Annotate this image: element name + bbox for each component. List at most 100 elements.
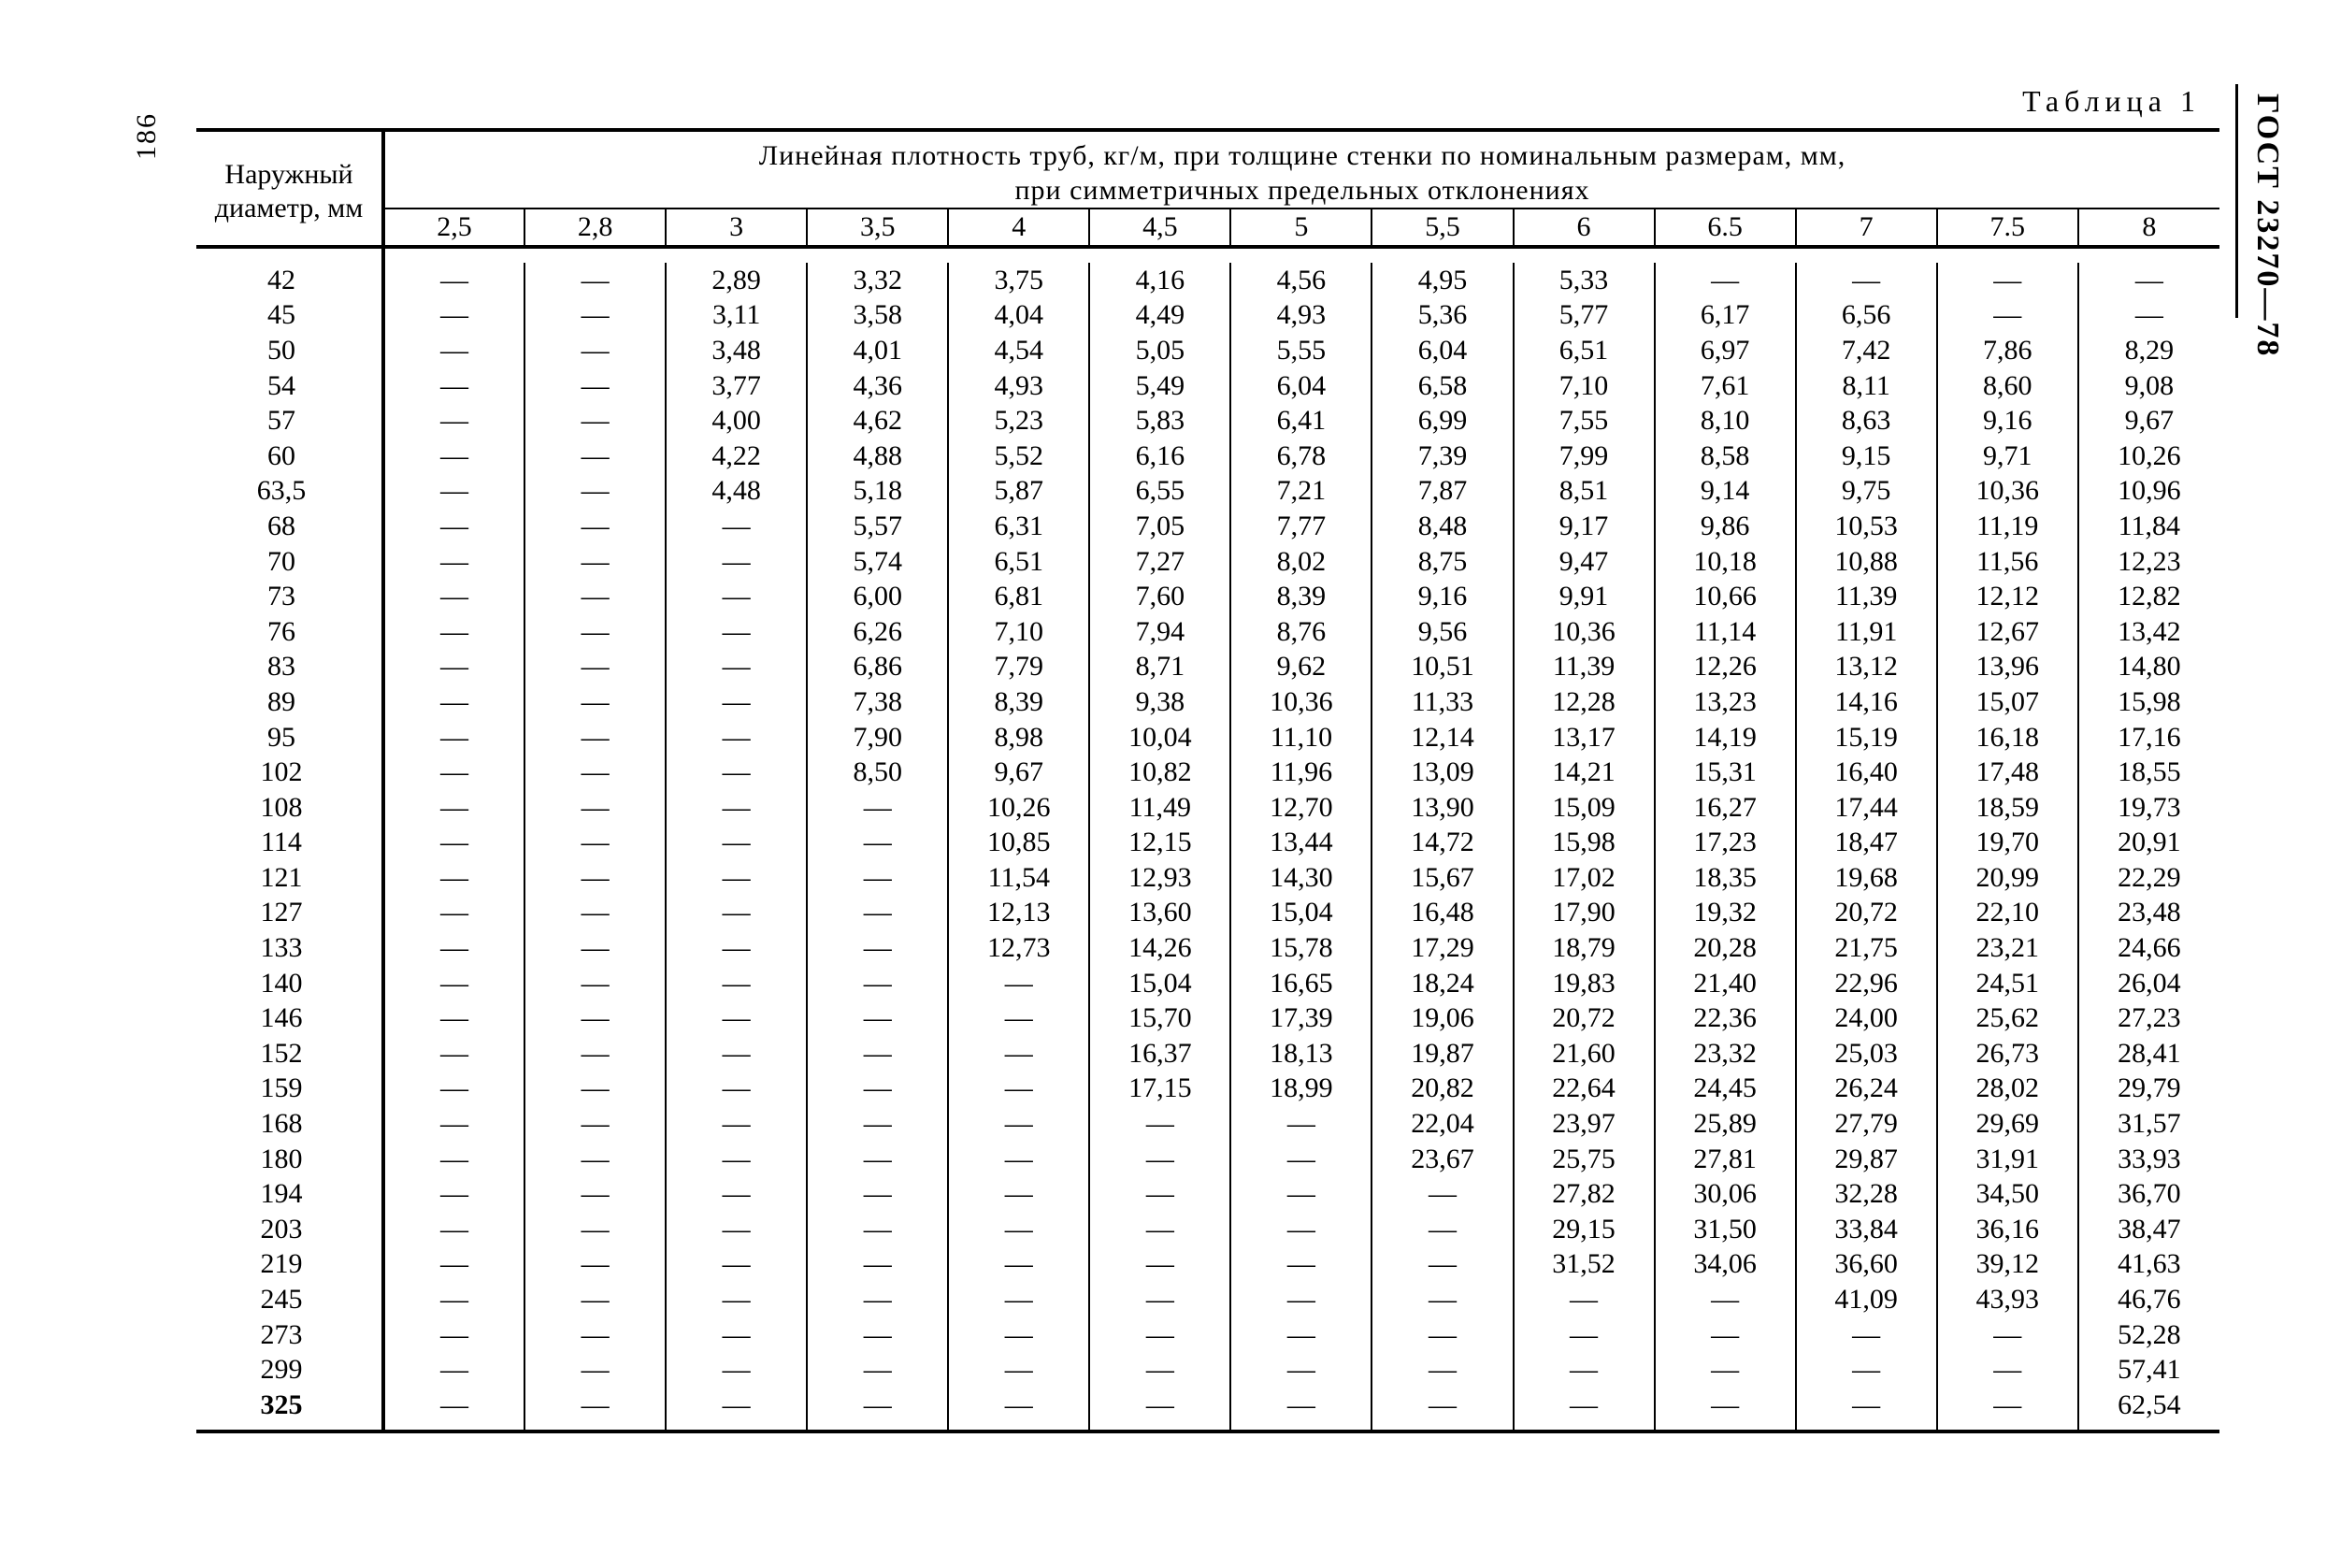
value-cell: 23,97 bbox=[1514, 1106, 1655, 1142]
value-cell: 8,11 bbox=[1796, 368, 1937, 404]
value-cell: — bbox=[383, 720, 524, 755]
value-cell: 12,26 bbox=[1655, 649, 1796, 684]
value-cell: 16,27 bbox=[1655, 790, 1796, 826]
value-cell: — bbox=[807, 1036, 948, 1072]
value-cell: 6,31 bbox=[948, 509, 1089, 544]
row-header: Наружный диаметр, мм bbox=[196, 130, 383, 247]
value-cell: — bbox=[807, 1176, 948, 1212]
value-cell: 7,99 bbox=[1514, 439, 1655, 474]
column-spanner: Линейная плотность труб, кг/м, при толщи… bbox=[383, 130, 2219, 209]
value-cell: 17,15 bbox=[1089, 1071, 1230, 1106]
value-cell: 6,04 bbox=[1230, 368, 1372, 404]
value-cell: — bbox=[524, 1246, 666, 1282]
value-cell: — bbox=[524, 333, 666, 368]
value-cell: 10,36 bbox=[1230, 684, 1372, 720]
value-cell: 62,54 bbox=[2078, 1388, 2219, 1432]
column-header: 2,8 bbox=[524, 209, 666, 247]
value-cell: 7,42 bbox=[1796, 333, 1937, 368]
value-cell: 9,91 bbox=[1514, 579, 1655, 614]
value-cell: — bbox=[666, 895, 807, 930]
value-cell: 16,37 bbox=[1089, 1036, 1230, 1072]
table-row: 152—————16,3718,1319,8721,6023,3225,0326… bbox=[196, 1036, 2219, 1072]
diameter-cell: 108 bbox=[196, 790, 383, 826]
table-row: 68———5,576,317,057,778,489,179,8610,5311… bbox=[196, 509, 2219, 544]
value-cell: — bbox=[948, 1212, 1089, 1247]
value-cell: — bbox=[807, 1282, 948, 1317]
value-cell: 6,78 bbox=[1230, 439, 1372, 474]
table-row: 273————————————52,28 bbox=[196, 1317, 2219, 1353]
table-row: 57——4,004,625,235,836,416,997,558,108,63… bbox=[196, 403, 2219, 439]
value-cell: — bbox=[383, 860, 524, 896]
value-cell: 12,13 bbox=[948, 895, 1089, 930]
value-cell: 15,04 bbox=[1230, 895, 1372, 930]
value-cell: 10,26 bbox=[2078, 439, 2219, 474]
value-cell: — bbox=[383, 966, 524, 1001]
value-cell: 14,19 bbox=[1655, 720, 1796, 755]
diameter-cell: 50 bbox=[196, 333, 383, 368]
value-cell: — bbox=[666, 1142, 807, 1177]
value-cell: — bbox=[666, 790, 807, 826]
value-cell: 38,47 bbox=[2078, 1212, 2219, 1247]
spanner-line1: Линейная плотность труб, кг/м, при толщи… bbox=[759, 140, 1846, 171]
value-cell: 8,50 bbox=[807, 755, 948, 790]
value-cell: 16,65 bbox=[1230, 966, 1372, 1001]
value-cell: 6,41 bbox=[1230, 403, 1372, 439]
value-cell: 10,66 bbox=[1655, 579, 1796, 614]
value-cell: 9,16 bbox=[1372, 579, 1513, 614]
value-cell: 7,79 bbox=[948, 649, 1089, 684]
value-cell: 7,90 bbox=[807, 720, 948, 755]
value-cell: 17,02 bbox=[1514, 860, 1655, 896]
value-cell: — bbox=[948, 1000, 1089, 1036]
value-cell: 52,28 bbox=[2078, 1317, 2219, 1353]
value-cell: 6,17 bbox=[1655, 297, 1796, 333]
value-cell: 12,70 bbox=[1230, 790, 1372, 826]
value-cell: 6,56 bbox=[1796, 297, 1937, 333]
row-header-line1: Наружный bbox=[224, 159, 352, 190]
value-cell: 29,87 bbox=[1796, 1142, 1937, 1177]
value-cell: — bbox=[1230, 1212, 1372, 1247]
table-row: 70———5,746,517,278,028,759,4710,1810,881… bbox=[196, 544, 2219, 580]
value-cell: 5,52 bbox=[948, 439, 1089, 474]
value-cell: 12,12 bbox=[1937, 579, 2078, 614]
value-cell: — bbox=[383, 684, 524, 720]
table-row: 203————————29,1531,5033,8436,1638,47 bbox=[196, 1212, 2219, 1247]
value-cell: 11,56 bbox=[1937, 544, 2078, 580]
value-cell: 9,17 bbox=[1514, 509, 1655, 544]
value-cell: — bbox=[524, 1352, 666, 1388]
value-cell: — bbox=[1796, 263, 1937, 298]
diameter-cell: 159 bbox=[196, 1071, 383, 1106]
table-head: Наружный диаметр, мм Линейная плотность … bbox=[196, 130, 2219, 247]
value-cell: — bbox=[383, 1106, 524, 1142]
row-header-line2: диаметр, мм bbox=[215, 193, 363, 223]
value-cell: 12,15 bbox=[1089, 825, 1230, 860]
value-cell: 27,82 bbox=[1514, 1176, 1655, 1212]
value-cell: 11,39 bbox=[1796, 579, 1937, 614]
value-cell: 28,41 bbox=[2078, 1036, 2219, 1072]
value-cell: 24,66 bbox=[2078, 930, 2219, 966]
value-cell: 9,16 bbox=[1937, 403, 2078, 439]
value-cell: — bbox=[1372, 1282, 1513, 1317]
value-cell: 13,44 bbox=[1230, 825, 1372, 860]
value-cell: 19,68 bbox=[1796, 860, 1937, 896]
value-cell: — bbox=[1372, 1388, 1513, 1432]
value-cell: 26,24 bbox=[1796, 1071, 1937, 1106]
value-cell: 39,12 bbox=[1937, 1246, 2078, 1282]
value-cell: — bbox=[383, 1352, 524, 1388]
value-cell: 9,38 bbox=[1089, 684, 1230, 720]
value-cell: 13,96 bbox=[1937, 649, 2078, 684]
value-cell: 11,96 bbox=[1230, 755, 1372, 790]
value-cell: — bbox=[666, 1176, 807, 1212]
value-cell: 13,23 bbox=[1655, 684, 1796, 720]
value-cell: 10,04 bbox=[1089, 720, 1230, 755]
value-cell: — bbox=[524, 1000, 666, 1036]
value-cell: — bbox=[1372, 1246, 1513, 1282]
value-cell: — bbox=[666, 1071, 807, 1106]
value-cell: 6,99 bbox=[1372, 403, 1513, 439]
value-cell: 12,28 bbox=[1514, 684, 1655, 720]
value-cell: — bbox=[1796, 1388, 1937, 1432]
value-cell: — bbox=[666, 755, 807, 790]
value-cell: 29,69 bbox=[1937, 1106, 2078, 1142]
value-cell: 31,57 bbox=[2078, 1106, 2219, 1142]
value-cell: 31,50 bbox=[1655, 1212, 1796, 1247]
value-cell: 21,40 bbox=[1655, 966, 1796, 1001]
